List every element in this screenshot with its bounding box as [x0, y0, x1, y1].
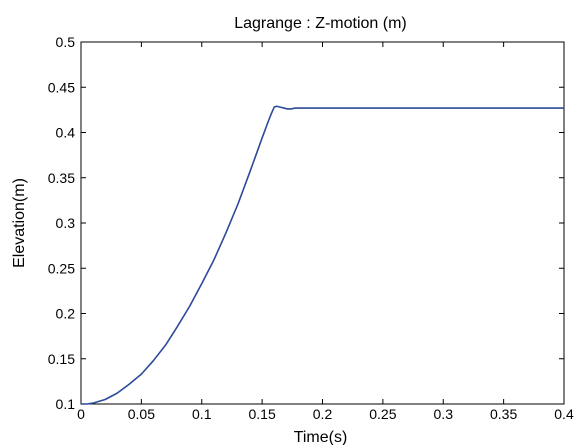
x-tick-label: 0.1 [192, 406, 212, 422]
x-tick-label: 0.35 [490, 406, 517, 422]
x-tick-label: 0.3 [434, 406, 454, 422]
x-tick-label: 0 [77, 406, 85, 422]
x-tick-label: 0.2 [313, 406, 333, 422]
chart-title: Lagrange : Z-motion (m) [234, 15, 407, 32]
y-tick-label: 0.3 [56, 215, 76, 231]
series-line [81, 105, 564, 405]
y-tick-label: 0.35 [48, 170, 75, 186]
x-tick-label: 0.4 [554, 406, 574, 422]
y-tick-label: 0.45 [48, 79, 75, 95]
y-tick-label: 0.2 [56, 306, 76, 322]
x-tick-label: 0.15 [249, 406, 276, 422]
y-tick-label: 0.4 [56, 125, 76, 141]
x-tick-label: 0.05 [128, 406, 155, 422]
y-tick-label: 0.5 [56, 34, 76, 50]
plot-area: 0 0.05 0.1 0.15 0.2 0.25 0.3 0.35 0.4 0.1 0.15 0.2 0… [48, 34, 574, 422]
plot-frame [80, 41, 565, 405]
x-tick-label: 0.25 [369, 406, 396, 422]
x-axis-title: Time(s) [294, 429, 348, 445]
y-tick-label: 0.1 [56, 396, 76, 412]
y-tick-label: 0.25 [48, 260, 75, 276]
y-tick-label: 0.15 [48, 351, 75, 367]
y-axis-title: Elevation(m) [11, 178, 28, 268]
